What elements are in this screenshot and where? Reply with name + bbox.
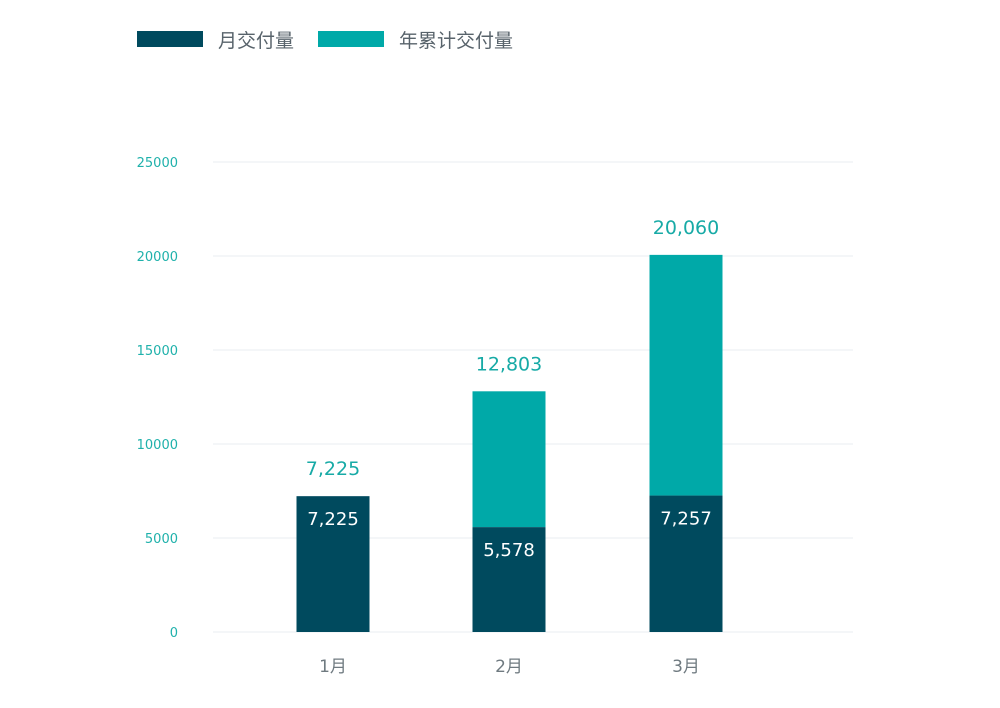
legend-label-cumulative: 年累计交付量 <box>399 30 513 52</box>
y-axis: 0 5000 10000 15000 20000 25000 <box>137 156 178 641</box>
bar-monthly-2 <box>472 527 546 632</box>
x-axis: 1月 2月 3月 <box>319 657 700 677</box>
x-tick-label: 3月 <box>672 657 700 677</box>
y-tick-label: 25000 <box>137 156 178 171</box>
legend-swatch-monthly <box>137 31 203 47</box>
legend-swatch-cumulative <box>318 31 384 47</box>
bar-monthly-3 <box>649 495 723 632</box>
x-tick-label: 2月 <box>495 657 523 677</box>
monthly-value-label: 5,578 <box>483 540 535 561</box>
cumulative-value-label: 7,225 <box>306 458 360 480</box>
y-tick-label: 10000 <box>137 438 178 453</box>
cumulative-value-label: 12,803 <box>476 353 542 375</box>
monthly-value-label: 7,257 <box>660 509 712 530</box>
y-tick-label: 15000 <box>137 344 178 359</box>
bar-cumulative-3 <box>649 254 723 496</box>
bar-cumulative-2 <box>472 391 546 528</box>
cumulative-value-label: 20,060 <box>653 217 719 239</box>
bars: 7,225 7,225 12,803 5,578 20,060 7,257 <box>296 217 723 632</box>
y-tick-label: 20000 <box>137 250 178 265</box>
y-tick-label: 0 <box>170 626 178 641</box>
bar-monthly-1 <box>296 496 370 632</box>
x-tick-label: 1月 <box>319 657 347 677</box>
legend-label-monthly: 月交付量 <box>218 30 294 52</box>
monthly-value-label: 7,225 <box>307 509 359 530</box>
legend: 月交付量 年累计交付量 <box>137 30 513 52</box>
y-tick-label: 5000 <box>145 532 178 547</box>
